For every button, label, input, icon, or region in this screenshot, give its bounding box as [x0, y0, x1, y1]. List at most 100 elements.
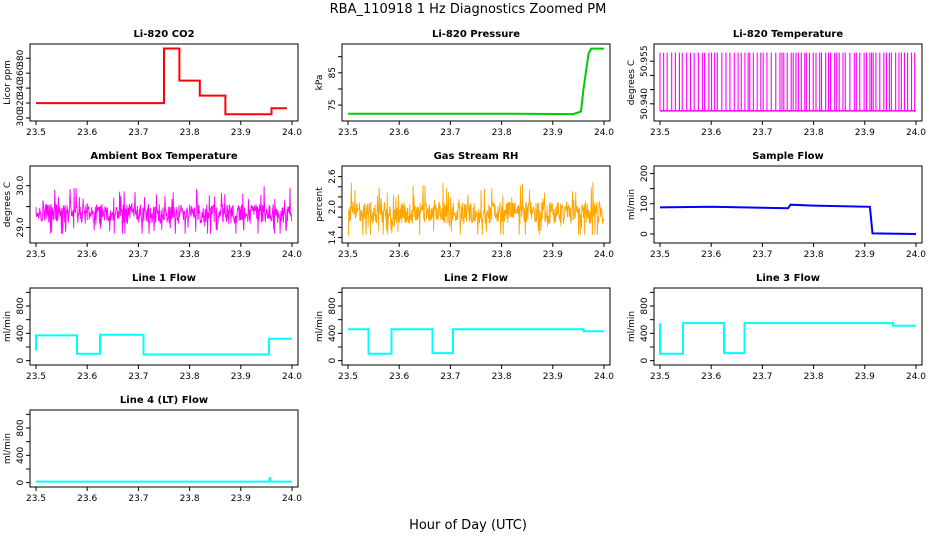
- x-tick-label: 24.0: [906, 128, 926, 138]
- series-10: [36, 476, 292, 483]
- x-tick-label: 23.8: [804, 250, 824, 260]
- y-axis-label: degrees C: [3, 182, 13, 227]
- x-tick-label: 23.7: [752, 128, 772, 138]
- panel-6: Sample Flow ml/min 0 100 200 23.5 23.6 23.7 23.8…: [627, 151, 926, 260]
- x-tick-label: 23.5: [650, 372, 670, 382]
- series-line: [35, 185, 293, 234]
- panel-title: Sample Flow: [752, 151, 824, 162]
- y-tick-label: 0: [16, 480, 26, 486]
- panel-frame: [653, 287, 923, 366]
- series-line: [659, 322, 916, 355]
- x-tick-label: 23.9: [855, 128, 875, 138]
- x-tick-label: 23.7: [128, 250, 148, 260]
- x-tick-label: 23.9: [231, 128, 251, 138]
- x-tick-label: 23.6: [701, 250, 721, 260]
- x-tick-label: 23.8: [804, 128, 824, 138]
- y-tick-label: 800: [16, 419, 26, 436]
- series-2: [348, 47, 604, 116]
- x-tick-label: 23.7: [440, 250, 460, 260]
- x-tick-label: 24.0: [594, 250, 614, 260]
- y-tick-label: 320: [16, 94, 26, 111]
- y-tick-label: 0: [640, 231, 650, 237]
- panel-frame: [29, 43, 299, 122]
- y-tick-label: 75: [328, 99, 338, 110]
- x-tick-label: 23.9: [855, 250, 875, 260]
- panel-frame: [653, 165, 923, 244]
- y-tick-label: 800: [640, 297, 650, 314]
- series-line: [348, 328, 604, 355]
- panel-frame: [341, 287, 611, 366]
- y-tick-label: 0: [16, 358, 26, 364]
- x-tick-label: 23.6: [389, 250, 409, 260]
- y-axis-label: ml/min: [315, 311, 325, 342]
- series-9: [659, 322, 916, 355]
- x-tick-label: 23.9: [543, 372, 563, 382]
- x-tick-label: 24.0: [594, 372, 614, 382]
- y-tick-label: 800: [16, 297, 26, 314]
- x-tick-label: 23.5: [26, 494, 46, 504]
- x-tick-label: 23.8: [180, 250, 200, 260]
- x-tick-label: 23.5: [338, 372, 358, 382]
- y-tick-label: 0: [328, 358, 338, 364]
- x-tick-label: 23.5: [26, 372, 46, 382]
- panel-title: Line 1 Flow: [132, 273, 196, 284]
- panel-frame: [29, 165, 299, 244]
- x-tick-label: 23.9: [231, 250, 251, 260]
- x-tick-label: 23.9: [231, 372, 251, 382]
- x-tick-label: 23.8: [180, 128, 200, 138]
- y-axis-label: ml/min: [3, 311, 13, 342]
- panel-frame: [29, 287, 299, 366]
- y-tick-label: 2.0: [328, 200, 338, 215]
- x-tick-label: 23.6: [389, 372, 409, 382]
- y-tick-label: 2.6: [328, 169, 338, 184]
- x-tick-label: 23.9: [855, 372, 875, 382]
- panel-title: Line 3 Flow: [756, 273, 820, 284]
- y-tick-label: 400: [328, 324, 338, 341]
- x-tick-label: 23.8: [180, 372, 200, 382]
- x-tick-label: 23.8: [492, 372, 512, 382]
- x-tick-label: 23.7: [752, 372, 772, 382]
- panel-title: Li-820 Pressure: [432, 29, 520, 40]
- panel-frame: [653, 43, 923, 122]
- y-tick-label: 400: [16, 324, 26, 341]
- x-tick-label: 23.5: [650, 250, 670, 260]
- y-tick-label: 29.0: [16, 217, 26, 237]
- panel-9: Line 3 Flow ml/min 0 400 800 23.5 23.6 23.7 23.8…: [627, 273, 926, 382]
- series-8: [348, 328, 604, 355]
- panel-frame: [29, 409, 299, 488]
- series-line: [348, 47, 604, 116]
- panel-8: Line 2 Flow ml/min 0 400 800 23.5 23.6 23.7 23.8…: [315, 273, 614, 382]
- x-tick-label: 23.6: [77, 128, 97, 138]
- y-axis-label: ml/min: [3, 433, 13, 464]
- x-tick-label: 24.0: [906, 250, 926, 260]
- x-tick-label: 24.0: [282, 494, 302, 504]
- series-3: [659, 52, 916, 112]
- x-tick-label: 24.0: [282, 372, 302, 382]
- series-line: [347, 181, 605, 236]
- y-tick-label: 300: [16, 109, 26, 126]
- series-4: [35, 185, 293, 234]
- series-1: [36, 47, 287, 116]
- series-6: [659, 203, 917, 235]
- panel-title: Line 2 Flow: [444, 273, 508, 284]
- x-tick-label: 23.7: [128, 372, 148, 382]
- y-axis-label: ml/min: [627, 311, 637, 342]
- y-tick-label: 50.940: [640, 88, 650, 120]
- x-tick-label: 24.0: [282, 128, 302, 138]
- x-tick-label: 23.5: [338, 128, 358, 138]
- y-axis-label: percent: [315, 187, 325, 222]
- y-axis-label: kPa: [315, 75, 325, 91]
- x-tick-label: 23.9: [231, 494, 251, 504]
- x-tick-label: 23.5: [650, 128, 670, 138]
- panel-10: Line 4 (LT) Flow ml/min 0 400 800 23.5 23.6 23.…: [3, 395, 302, 504]
- x-tick-label: 23.5: [338, 250, 358, 260]
- y-axis-label: degrees C: [627, 60, 637, 105]
- panel-3: Li-820 Temperature degrees C 50.940 50.955 2…: [627, 29, 926, 138]
- x-tick-label: 23.9: [543, 250, 563, 260]
- panel-frame: [341, 165, 611, 244]
- x-tick-label: 24.0: [906, 372, 926, 382]
